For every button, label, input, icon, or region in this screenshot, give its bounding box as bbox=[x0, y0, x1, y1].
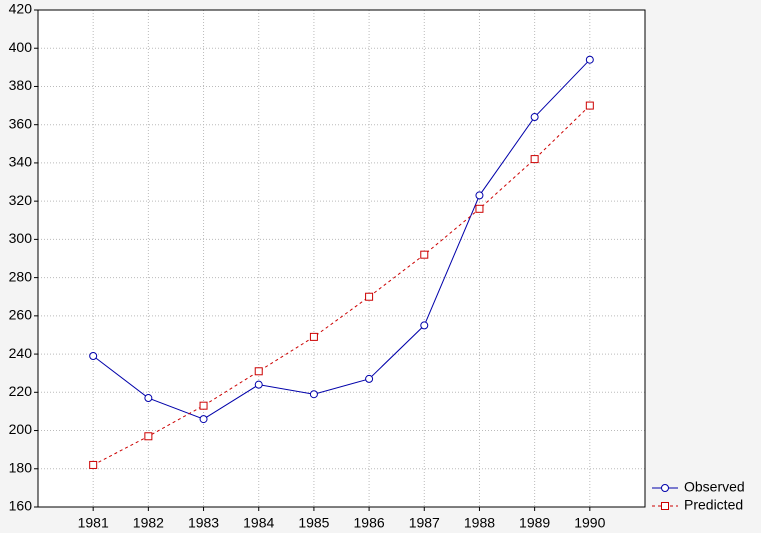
marker bbox=[309, 390, 318, 399]
y-tick-label: 260 bbox=[9, 307, 33, 323]
y-tick-label: 220 bbox=[9, 383, 33, 399]
marker bbox=[365, 292, 374, 301]
x-tick-label: 1982 bbox=[133, 515, 164, 531]
x-tick-label: 1990 bbox=[574, 515, 605, 531]
marker bbox=[475, 204, 484, 213]
y-tick-label: 280 bbox=[9, 268, 33, 284]
marker bbox=[475, 191, 484, 200]
marker bbox=[144, 432, 153, 441]
y-tick-label: 300 bbox=[9, 230, 33, 246]
plot-border bbox=[37, 9, 646, 508]
x-tick-label: 1989 bbox=[519, 515, 550, 531]
legend-label: Predicted bbox=[684, 497, 743, 513]
x-tick-label: 1983 bbox=[188, 515, 219, 531]
marker bbox=[420, 250, 429, 259]
marker bbox=[144, 394, 153, 403]
x-tick-label: 1987 bbox=[409, 515, 440, 531]
y-tick-label: 320 bbox=[9, 192, 33, 208]
marker bbox=[254, 367, 263, 376]
y-tick-label: 360 bbox=[9, 115, 33, 131]
y-tick-label: 400 bbox=[9, 39, 33, 55]
marker bbox=[585, 55, 594, 64]
marker bbox=[309, 332, 318, 341]
marker bbox=[89, 460, 98, 469]
marker bbox=[89, 351, 98, 360]
marker bbox=[420, 321, 429, 330]
x-tick-label: 1988 bbox=[464, 515, 495, 531]
y-tick-label: 240 bbox=[9, 345, 33, 361]
y-tick-label: 200 bbox=[9, 421, 33, 437]
marker bbox=[530, 113, 539, 122]
marker bbox=[199, 401, 208, 410]
x-tick-label: 1986 bbox=[354, 515, 385, 531]
series-line bbox=[92, 59, 591, 420]
y-tick-label: 380 bbox=[9, 77, 33, 93]
legend-label: Observed bbox=[684, 479, 745, 495]
series-line bbox=[92, 105, 591, 466]
marker bbox=[585, 101, 594, 110]
y-tick-label: 420 bbox=[9, 1, 33, 17]
x-tick-label: 1981 bbox=[78, 515, 109, 531]
legend-marker bbox=[661, 502, 669, 510]
x-tick-label: 1984 bbox=[243, 515, 274, 531]
x-tick-label: 1985 bbox=[298, 515, 329, 531]
marker bbox=[199, 415, 208, 424]
y-tick-label: 160 bbox=[9, 498, 33, 514]
marker bbox=[530, 155, 539, 164]
plot-area bbox=[38, 10, 645, 507]
legend-marker bbox=[661, 484, 669, 492]
marker bbox=[254, 380, 263, 389]
y-tick-label: 340 bbox=[9, 154, 33, 170]
y-tick-label: 180 bbox=[9, 459, 33, 475]
marker bbox=[365, 374, 374, 383]
